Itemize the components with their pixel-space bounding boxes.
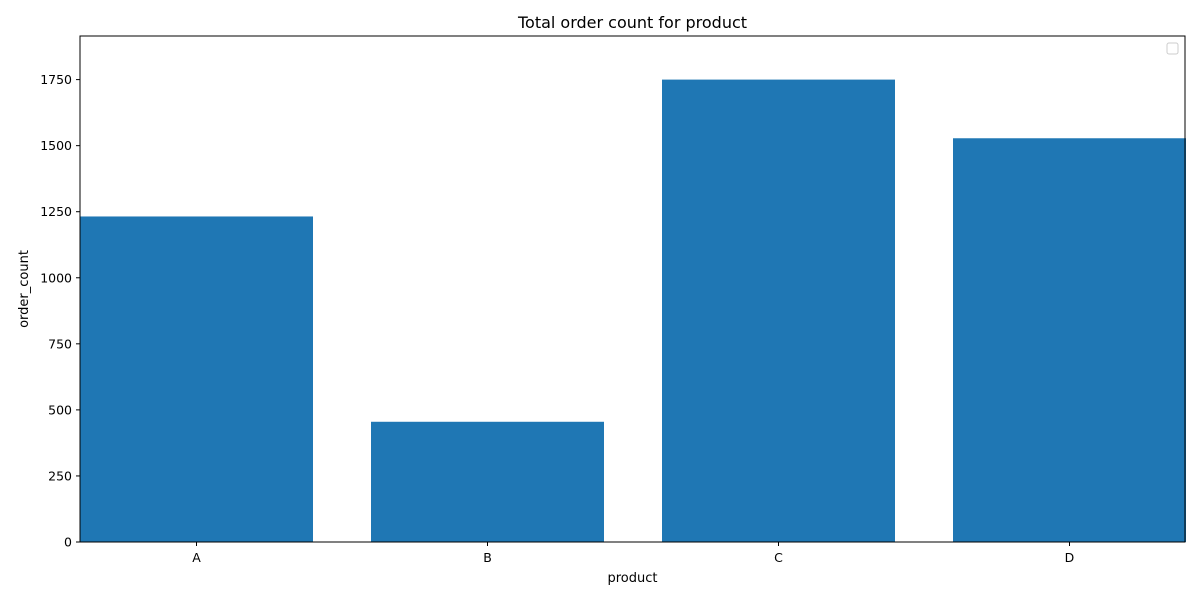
x-tick-label: A [192, 550, 201, 565]
y-tick-label: 250 [48, 468, 72, 483]
y-tick-label: 1000 [40, 270, 72, 285]
x-tick-label: D [1065, 550, 1075, 565]
bars-group [80, 79, 1186, 543]
y-tick-label: 750 [48, 336, 72, 351]
bar-b [371, 421, 604, 542]
bar-c [662, 79, 895, 543]
x-axis-ticks: A B C D [192, 542, 1074, 565]
y-tick-label: 1250 [40, 204, 72, 219]
x-axis-label: product [607, 571, 657, 586]
x-tick-label: C [774, 550, 783, 565]
legend [1166, 42, 1179, 55]
y-tick-label: 0 [64, 535, 72, 550]
bar-d [953, 138, 1186, 543]
plot-frame [79, 35, 1186, 543]
y-tick-label: 1750 [40, 72, 72, 87]
y-tick-label: 500 [48, 402, 72, 417]
y-axis-label: order_count [17, 250, 32, 328]
x-tick-label: B [483, 550, 492, 565]
chart-title: Total order count for product [517, 13, 747, 32]
legend-box [1166, 42, 1179, 55]
bar-a [80, 216, 313, 542]
y-tick-label: 1500 [40, 138, 72, 153]
y-axis-ticks: 0 250 500 750 1000 1250 1500 1750 [40, 72, 80, 550]
